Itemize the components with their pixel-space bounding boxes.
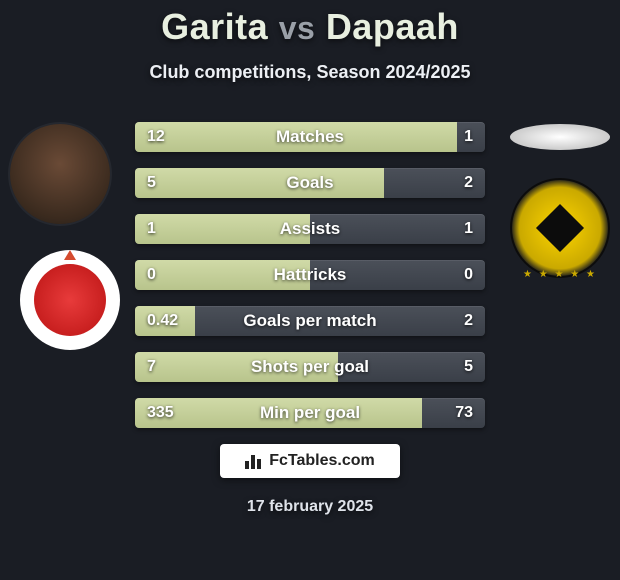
source-badge: FcTables.com <box>220 444 400 478</box>
title-player2: Dapaah <box>326 6 459 47</box>
stat-value-right: 2 <box>452 306 485 336</box>
title-vs: vs <box>279 10 316 46</box>
date-text: 17 february 2025 <box>0 498 620 516</box>
stat-label: Matches <box>135 122 485 152</box>
club-right-badge <box>510 178 610 278</box>
player2-avatar <box>510 124 610 150</box>
stat-row: 0Hattricks0 <box>135 260 485 290</box>
stat-row: 1Assists1 <box>135 214 485 244</box>
stat-label: Goals per match <box>135 306 485 336</box>
bars-icon <box>245 453 263 469</box>
stat-row: 335Min per goal73 <box>135 398 485 428</box>
stat-row: 0.42Goals per match2 <box>135 306 485 336</box>
stat-value-right: 1 <box>452 122 485 152</box>
subtitle: Club competitions, Season 2024/2025 <box>0 62 620 83</box>
stat-label: Assists <box>135 214 485 244</box>
stat-value-right: 1 <box>452 214 485 244</box>
stat-row: 5Goals2 <box>135 168 485 198</box>
source-badge-text: FcTables.com <box>269 452 375 470</box>
stat-label: Shots per goal <box>135 352 485 382</box>
player1-avatar <box>10 124 110 224</box>
stat-value-right: 5 <box>452 352 485 382</box>
stats-panel: 12Matches15Goals21Assists10Hattricks00.4… <box>135 122 485 444</box>
stat-row: 12Matches1 <box>135 122 485 152</box>
stat-row: 7Shots per goal5 <box>135 352 485 382</box>
club-left-badge <box>20 250 120 350</box>
stat-label: Min per goal <box>135 398 485 428</box>
stat-label: Hattricks <box>135 260 485 290</box>
stat-value-right: 2 <box>452 168 485 198</box>
stat-label: Goals <box>135 168 485 198</box>
stat-value-right: 73 <box>443 398 485 428</box>
diamond-icon <box>536 204 584 252</box>
stat-value-right: 0 <box>452 260 485 290</box>
club-left-badge-inner <box>34 264 106 336</box>
title-player1: Garita <box>161 6 268 47</box>
page-title: Garita vs Dapaah <box>0 6 620 48</box>
